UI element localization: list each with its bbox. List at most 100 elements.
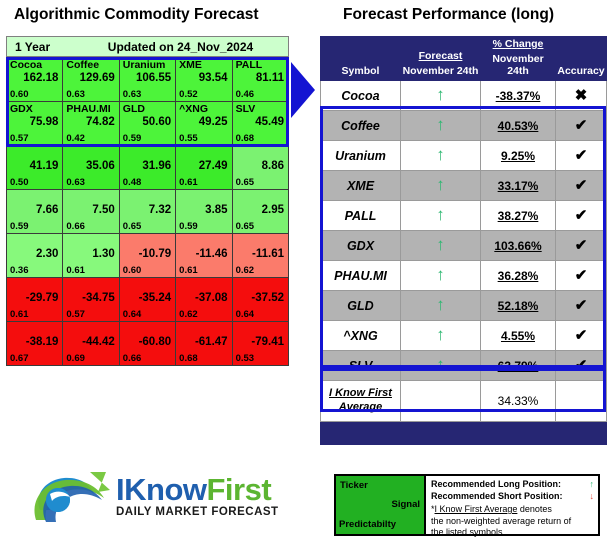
heatmap-cell-predictability: 0.65 [235,221,255,232]
performance-accuracy-cell: ✔ [555,290,607,321]
heatmap-cell: -11.46 0.61 [175,233,233,278]
arrow-up-icon: ↑ [436,235,445,254]
legend-ticker-label: Ticker [340,480,368,491]
heatmap-cell-predictability: 0.55 [179,133,198,144]
check-icon: ✔ [574,116,588,134]
logo-tagline: DAILY MARKET FORECAST [116,506,279,518]
footer-cell-2 [400,421,481,445]
logo-wordmark: IKnowFirst [116,474,279,505]
performance-symbol-cell: PHAU.MI [320,260,401,291]
heatmap-cell-ticker: ^XNG [179,103,209,115]
performance-table-footer [320,421,607,445]
heatmap-cell-signal: 35.06 [86,160,115,172]
heatmap-cell-signal: 8.86 [261,160,284,172]
performance-change: -38.37% [495,88,541,103]
heatmap-cell: -34.75 0.57 [62,277,120,322]
performance-change: 38.27% [497,208,539,223]
performance-symbol: XME [346,178,375,193]
header-symbol-label: Symbol [341,65,380,77]
heatmap-cell-predictability: 0.65 [122,221,142,232]
heatmap-cell: SLV 45.49 0.68 [231,101,290,146]
heatmap-cell: -61.47 0.68 [175,321,233,366]
performance-accuracy-cell: ✔ [555,170,607,201]
arrow-up-icon: ↑ [436,355,445,374]
logo-word-i: I [116,472,125,507]
arrow-up-icon: ↑ [436,175,445,194]
heatmap-cell-ticker: PALL [235,59,263,71]
performance-change-cell: 63.79% [480,350,556,381]
logo-word-know: Know [124,472,207,507]
check-icon: ✔ [574,326,588,344]
performance-change: 52.18% [497,298,539,313]
performance-change: 9.25% [500,148,536,163]
arrow-up-icon: ↑ [436,265,445,284]
average-change-value: 34.33% [497,394,539,408]
performance-table: Symbol Forecast November 24th % Change N… [320,36,607,445]
heatmap-cell: 1.30 0.61 [62,233,120,278]
heatmap-cell-predictability: 0.68 [179,353,198,364]
heatmap-cell-signal: -34.75 [82,292,115,304]
header-forecast-title: Forecast [418,50,463,62]
average-label-cell: I Know First Average [320,380,401,422]
heatmap-cell: -37.08 0.62 [175,277,233,322]
performance-symbol: GLD [347,298,374,313]
performance-change-cell: 4.55% [480,320,556,351]
legend-short-label: Recommended Short Position: [431,490,563,501]
heatmap-cell-predictability: 0.63 [66,177,85,188]
performance-forecast-cell: ↑ [400,290,481,321]
heatmap-cell-predictability: 0.61 [66,265,85,276]
heatmap-cell-ticker: Cocoa [10,59,43,71]
legend-long-label: Recommended Long Position: [431,479,562,489]
heatmap-row: 2.30 0.36 1.30 0.61 -10.79 0.60 -11.46 0.61 -11.… [5,233,290,278]
heatmap-cell: -38.19 0.67 [5,321,64,366]
header-symbol: Symbol [320,36,401,81]
heatmap-cell-signal: -10.79 [138,248,172,260]
heatmap-cell: -10.79 0.60 [118,233,177,278]
legend-note-underlined: I Know First Average [434,504,518,515]
heatmap-cell-predictability: 0.64 [235,309,255,320]
performance-row: GLD ↑ 52.18% ✔ [320,290,607,321]
legend-note: *I Know First Average denotes [431,504,594,516]
heatmap-cell: 27.49 0.61 [175,145,233,190]
heatmap-cell-predictability: 0.59 [10,221,29,232]
heatmap-cell-signal: 2.95 [261,204,284,216]
heatmap-cell-signal: -44.42 [82,336,115,348]
performance-symbol: ^XNG [343,328,378,343]
performance-forecast-cell: ↑ [400,140,481,171]
heatmap-cell-signal: 129.69 [79,72,115,84]
performance-change-cell: 38.27% [480,200,556,231]
arrow-up-icon: ↑ [436,115,445,134]
iknowfirst-logo: IKnowFirst DAILY MARKET FORECAST [28,470,283,532]
heatmap-cell: 2.30 0.36 [5,233,64,278]
heatmap-cell: -11.61 0.62 [231,233,290,278]
legend-note-prefix: * [431,504,435,515]
heatmap-cell: 35.06 0.63 [62,145,120,190]
arrow-up-icon: ↑ [589,479,595,489]
heatmap-cell-predictability: 0.63 [66,89,85,100]
performance-change: 4.55% [500,328,536,343]
footer-cell-3 [480,421,556,445]
heatmap-cell: -60.80 0.66 [118,321,177,366]
heatmap-cell-signal: 31.96 [142,160,172,172]
performance-forecast-cell: ↑ [400,230,481,261]
forecast-heatmap-table: Cocoa 162.18 0.60 Coffee 129.69 0.63 Uranium 10… [5,57,290,366]
heatmap-cell-predictability: 0.59 [179,221,198,232]
blue-arrow-icon [291,62,315,118]
heatmap-cell: PALL 81.11 0.46 [231,57,290,102]
heatmap-cell: 7.66 0.59 [5,189,64,234]
check-icon: ✔ [574,236,588,254]
heatmap-cell-signal: 1.30 [92,248,115,260]
performance-change-cell: 9.25% [480,140,556,171]
heatmap-row: 41.19 0.50 35.06 0.63 31.96 0.48 27.49 0.61 8.86… [5,145,290,190]
heatmap-cell-signal: -38.19 [25,336,59,348]
performance-change: 63.79% [497,358,539,373]
heatmap-cell: ^XNG 49.25 0.55 [175,101,233,146]
performance-change-cell: -38.37% [480,80,556,111]
heatmap-cell-signal: 162.18 [23,72,59,84]
heatmap-cell-signal: -79.41 [251,336,284,348]
heatmap-cell-predictability: 0.52 [179,89,198,100]
average-accuracy-cell [555,380,607,422]
performance-row: Coffee ↑ 40.53% ✔ [320,110,607,141]
heatmap-cell-predictability: 0.57 [10,133,29,144]
heatmap-cell-predictability: 0.69 [66,353,85,364]
